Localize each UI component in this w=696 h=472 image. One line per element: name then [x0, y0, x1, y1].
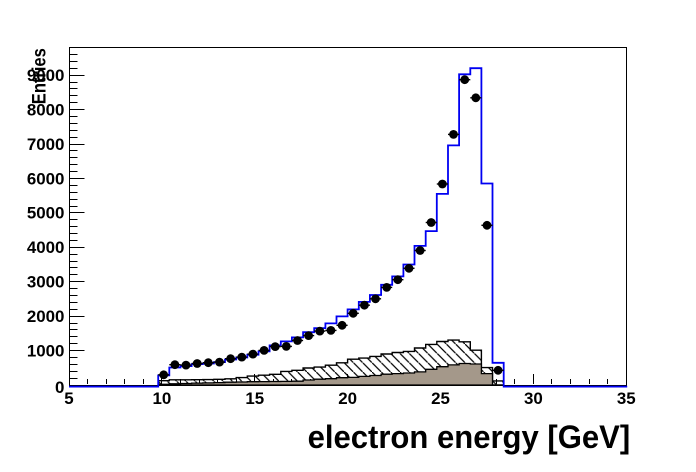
svg-text:8000: 8000 — [27, 100, 65, 119]
svg-text:20: 20 — [338, 389, 357, 408]
svg-text:5000: 5000 — [27, 204, 65, 223]
svg-text:2000: 2000 — [27, 307, 65, 326]
svg-text:6000: 6000 — [27, 169, 65, 188]
svg-text:25: 25 — [431, 389, 450, 408]
svg-text:4000: 4000 — [27, 238, 65, 257]
svg-text:9000: 9000 — [27, 66, 65, 85]
svg-text:35: 35 — [617, 389, 636, 408]
svg-text:30: 30 — [524, 389, 543, 408]
svg-text:10: 10 — [153, 389, 172, 408]
svg-text:3000: 3000 — [27, 273, 65, 292]
svg-text:Entries: Entries — [29, 48, 51, 104]
svg-text:0: 0 — [55, 378, 64, 397]
svg-text:7000: 7000 — [27, 135, 65, 154]
svg-text:5: 5 — [64, 389, 73, 408]
svg-text:15: 15 — [245, 389, 264, 408]
svg-text:1000: 1000 — [27, 341, 65, 360]
svg-text:electron energy [GeV]: electron energy [GeV] — [308, 419, 631, 455]
